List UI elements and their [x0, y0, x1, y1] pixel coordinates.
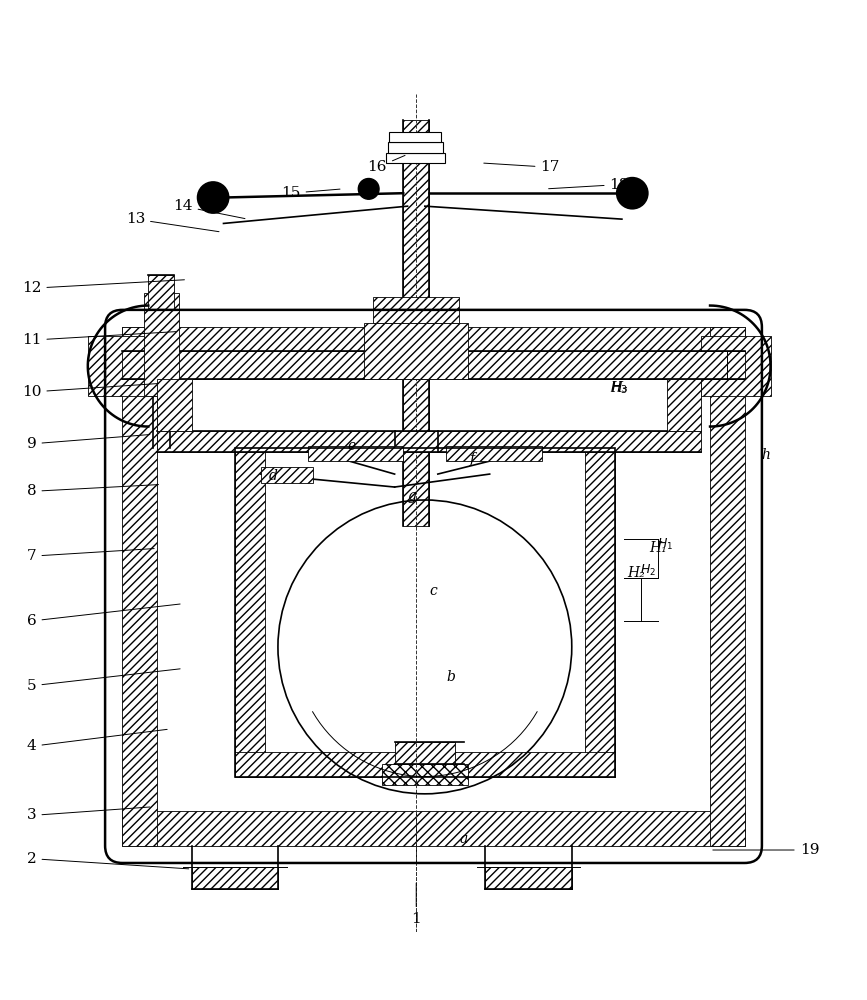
Text: 7: 7	[27, 549, 154, 563]
Bar	[148, 275, 174, 310]
Bar	[235, 448, 615, 777]
Text: f: f	[470, 452, 475, 466]
Text: $H_3$: $H_3$	[610, 379, 629, 396]
Text: d: d	[269, 469, 278, 483]
Text: 10: 10	[22, 384, 159, 399]
Text: 17: 17	[484, 160, 560, 174]
Bar	[447, 446, 542, 461]
Bar	[122, 811, 745, 846]
Text: $H_2$: $H_2$	[640, 563, 655, 578]
Text: 9: 9	[27, 435, 150, 451]
Bar	[710, 327, 745, 846]
Circle shape	[616, 178, 648, 209]
Bar	[122, 327, 745, 362]
Text: 16: 16	[368, 155, 405, 174]
Bar	[701, 336, 771, 396]
Text: H₃: H₃	[610, 381, 629, 395]
Bar	[235, 752, 615, 777]
Text: 13: 13	[126, 212, 219, 232]
Bar	[389, 132, 441, 142]
Text: e: e	[348, 439, 355, 453]
Text: g: g	[407, 489, 416, 503]
Bar	[486, 867, 571, 889]
Bar	[157, 431, 701, 452]
Text: c: c	[430, 584, 437, 598]
Bar	[667, 379, 701, 431]
Text: 18: 18	[549, 178, 629, 192]
Bar	[122, 327, 157, 846]
Text: H₂: H₂	[628, 566, 645, 580]
Bar	[364, 323, 468, 379]
Text: b: b	[447, 670, 455, 684]
Bar	[584, 448, 615, 777]
Text: 12: 12	[22, 280, 185, 295]
Text: 1: 1	[411, 883, 421, 926]
Bar	[88, 336, 157, 396]
Text: 19: 19	[713, 843, 819, 857]
Bar	[394, 742, 455, 764]
Bar	[192, 867, 278, 889]
Bar	[157, 379, 192, 431]
Text: 3: 3	[27, 807, 150, 822]
Bar	[122, 351, 745, 379]
Bar	[381, 764, 468, 785]
Text: 6: 6	[27, 604, 180, 628]
Bar	[261, 467, 312, 483]
Bar	[373, 297, 460, 323]
Text: $H_1$: $H_1$	[657, 537, 673, 552]
Text: h: h	[762, 448, 771, 462]
Bar	[235, 448, 265, 777]
Bar	[388, 142, 443, 153]
Text: 4: 4	[27, 729, 167, 753]
Text: H₁: H₁	[649, 541, 667, 555]
Text: 15: 15	[281, 186, 340, 200]
Text: 11: 11	[22, 332, 176, 347]
Circle shape	[358, 179, 379, 199]
Circle shape	[198, 182, 229, 213]
Text: a: a	[460, 832, 468, 846]
Text: 14: 14	[173, 199, 245, 219]
Bar	[386, 153, 445, 163]
Text: 2: 2	[27, 852, 189, 869]
Bar	[308, 446, 403, 461]
Bar	[403, 120, 429, 526]
Text: 8: 8	[27, 484, 159, 498]
Bar	[144, 293, 179, 396]
Text: 5: 5	[27, 669, 180, 693]
